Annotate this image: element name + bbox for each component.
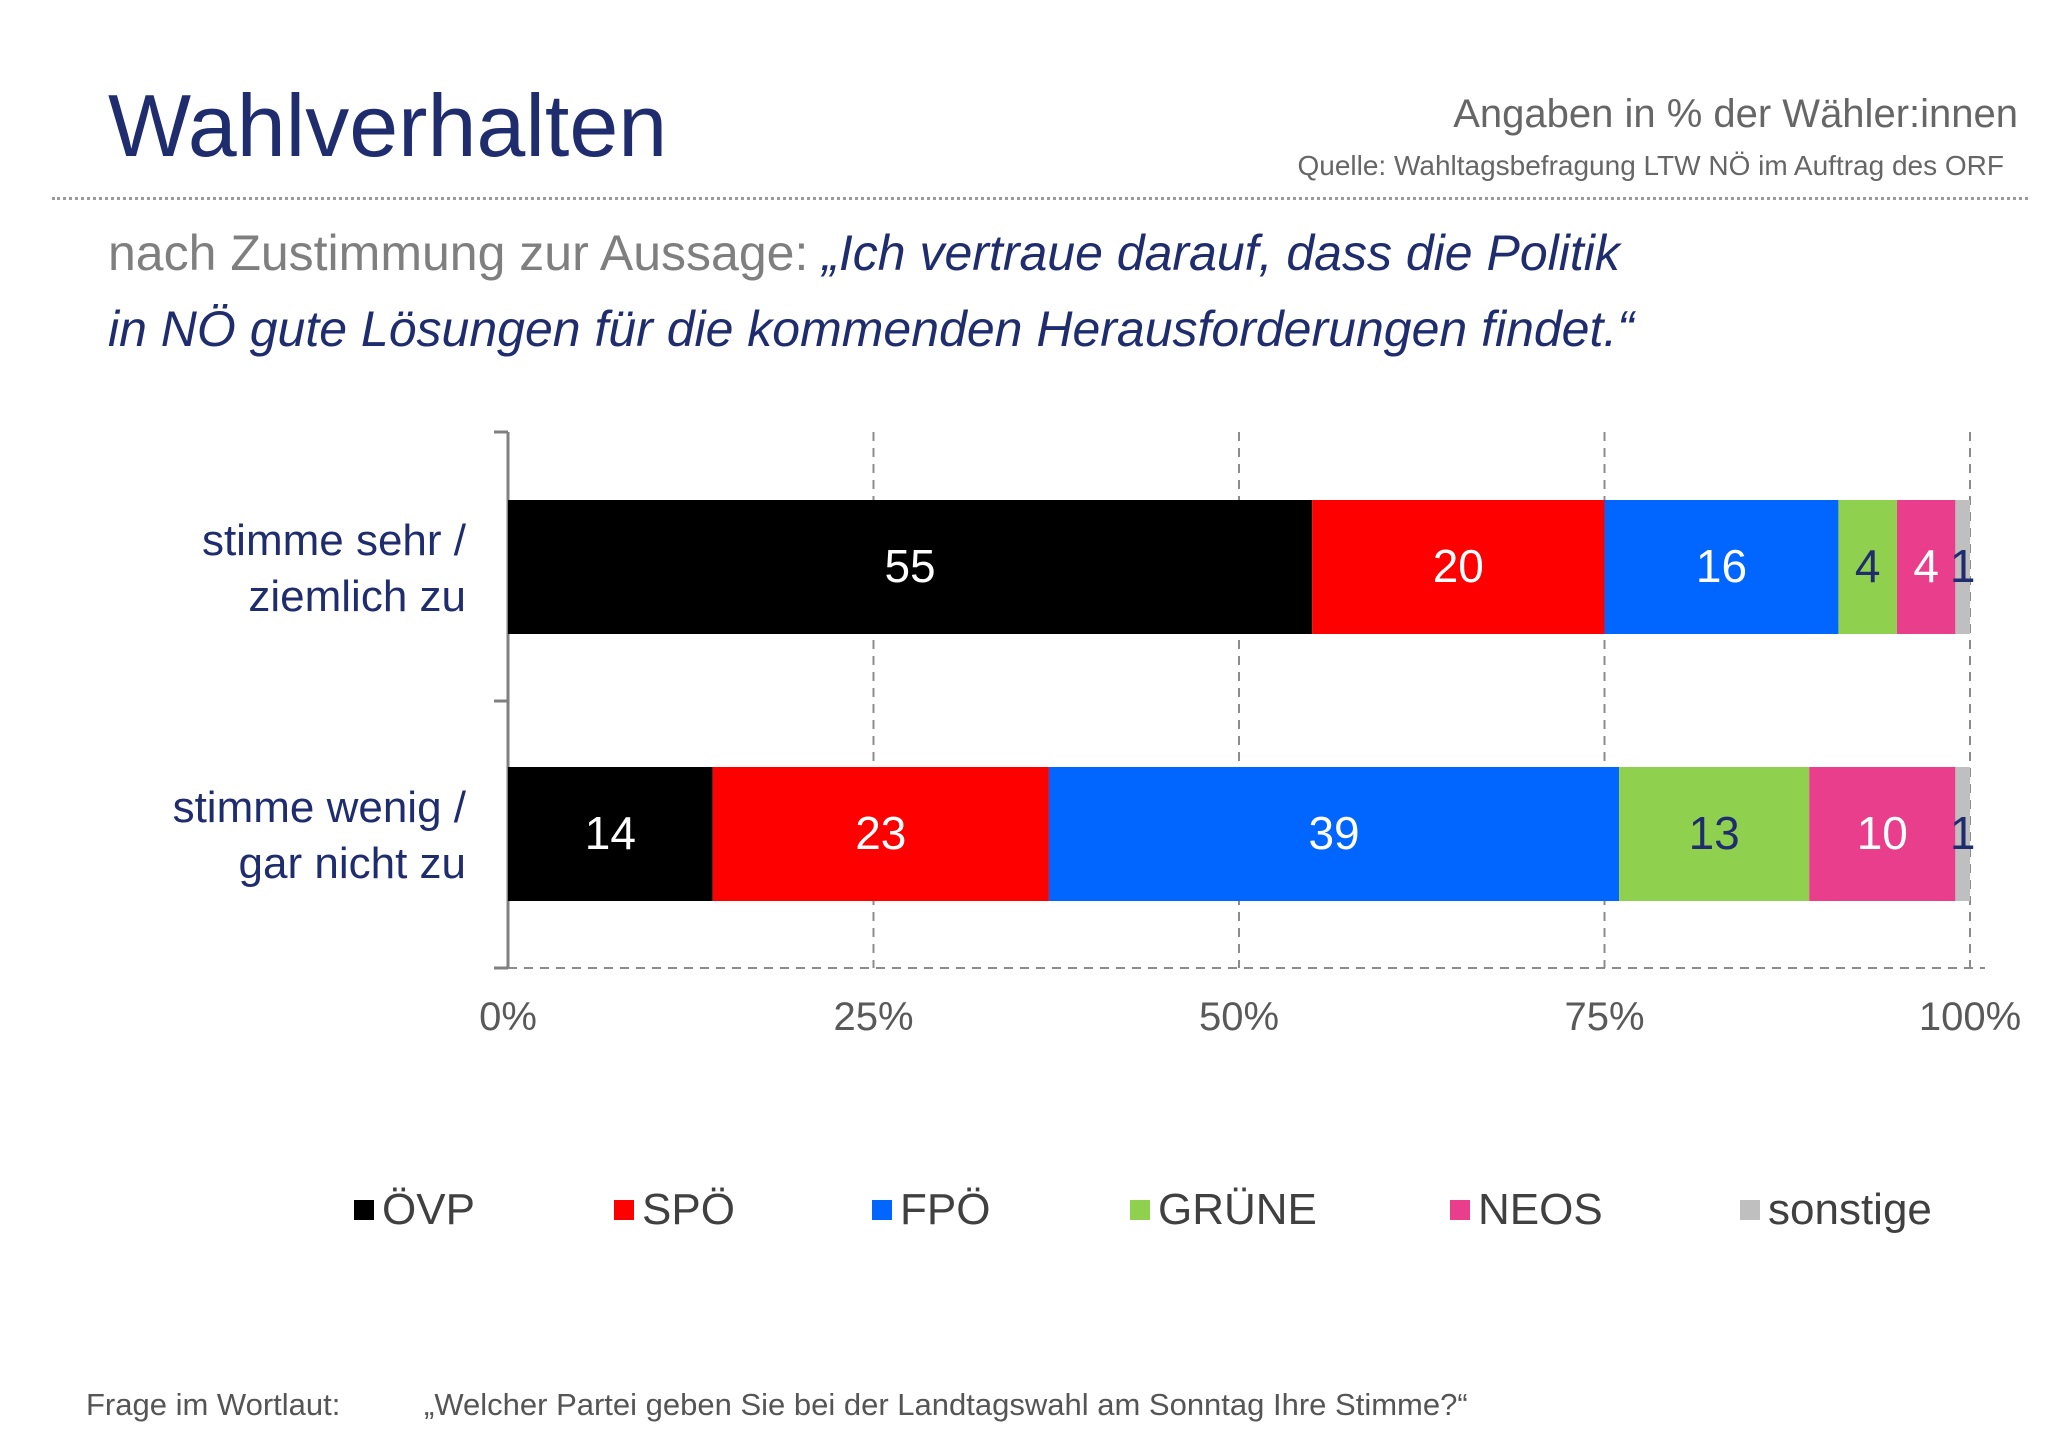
bar-segment [1955, 767, 1970, 901]
legend-swatch [872, 1200, 892, 1220]
x-tick-label: 0% [479, 995, 537, 1039]
bar-segment [1809, 767, 1956, 901]
data-label: 20 [1433, 540, 1484, 592]
bar-segment [1604, 500, 1839, 634]
category-label: stimme sehr / [202, 516, 467, 565]
subtitle-lead: nach Zustimmung zur Aussage: [108, 225, 823, 281]
legend-item: sonstige [1740, 1180, 1932, 1240]
chart-subtitle-line-1: nach Zustimmung zur Aussage: „Ich vertra… [108, 228, 1620, 278]
legend-label: FPÖ [900, 1185, 991, 1234]
x-tick-label: 25% [833, 995, 913, 1039]
legend-swatch [614, 1200, 634, 1220]
header-divider [52, 197, 2028, 200]
legend-label: NEOS [1478, 1185, 1603, 1234]
chart-subtitle-line-2: in NÖ gute Lösungen für die kommenden He… [108, 304, 1634, 354]
x-tick-label: 100% [1919, 995, 2021, 1039]
category-label: gar nicht zu [239, 839, 466, 888]
bar-segment [508, 767, 713, 901]
source-note: Quelle: Wahltagsbefragung LTW NÖ im Auft… [1297, 150, 2004, 181]
category-label: ziemlich zu [248, 572, 466, 621]
data-label: 10 [1857, 807, 1908, 859]
legend-swatch [1450, 1200, 1470, 1220]
subtitle-quote-part-2: in NÖ gute Lösungen für die kommenden He… [108, 301, 1634, 357]
data-label: 39 [1308, 807, 1359, 859]
legend-item: FPÖ [872, 1180, 990, 1240]
data-label: 1 [1950, 540, 1976, 592]
data-label: 4 [1855, 540, 1881, 592]
data-label: 14 [585, 807, 636, 859]
legend-swatch [1740, 1200, 1760, 1220]
data-label: 1 [1950, 807, 1976, 859]
bar-segment [1048, 767, 1620, 901]
bar-segment [1896, 500, 1956, 634]
bar-segment [1619, 767, 1810, 901]
data-label: 16 [1696, 540, 1747, 592]
legend-swatch [354, 1200, 374, 1220]
bar-segment [508, 500, 1313, 634]
legend-item: ÖVP [354, 1180, 475, 1240]
bar-segment [712, 767, 1049, 901]
x-tick-label: 75% [1564, 995, 1644, 1039]
data-label: 13 [1689, 807, 1740, 859]
data-label: 23 [855, 807, 906, 859]
legend-label: GRÜNE [1158, 1185, 1317, 1234]
unit-note: Angaben in % der Wähler:innen [1453, 92, 2018, 136]
x-tick-label: 50% [1199, 995, 1279, 1039]
legend-label: SPÖ [642, 1185, 735, 1234]
chart-legend: ÖVP SPÖ FPÖ GRÜNE NEOS sonstige [0, 1180, 2048, 1240]
legend-item: NEOS [1450, 1180, 1603, 1240]
question-label: Frage im Wortlaut: [86, 1387, 341, 1422]
bar-segment [1838, 500, 1897, 634]
bar-segment [1955, 500, 1970, 634]
subtitle-quote-part-1: „Ich vertraue darauf, dass die Politik [822, 225, 1620, 281]
legend-swatch [1130, 1200, 1150, 1220]
category-label: stimme wenig / [173, 783, 467, 832]
legend-label: ÖVP [382, 1185, 475, 1234]
data-label: 4 [1913, 540, 1939, 592]
legend-label: sonstige [1768, 1185, 1932, 1234]
page-title: Wahlverhalten [108, 76, 668, 175]
legend-item: SPÖ [614, 1180, 735, 1240]
legend-item: GRÜNE [1130, 1180, 1317, 1240]
data-label: 55 [884, 540, 935, 592]
question-text: „Welcher Partei geben Sie bei der Landta… [424, 1387, 1468, 1422]
bar-segment [1312, 500, 1605, 634]
